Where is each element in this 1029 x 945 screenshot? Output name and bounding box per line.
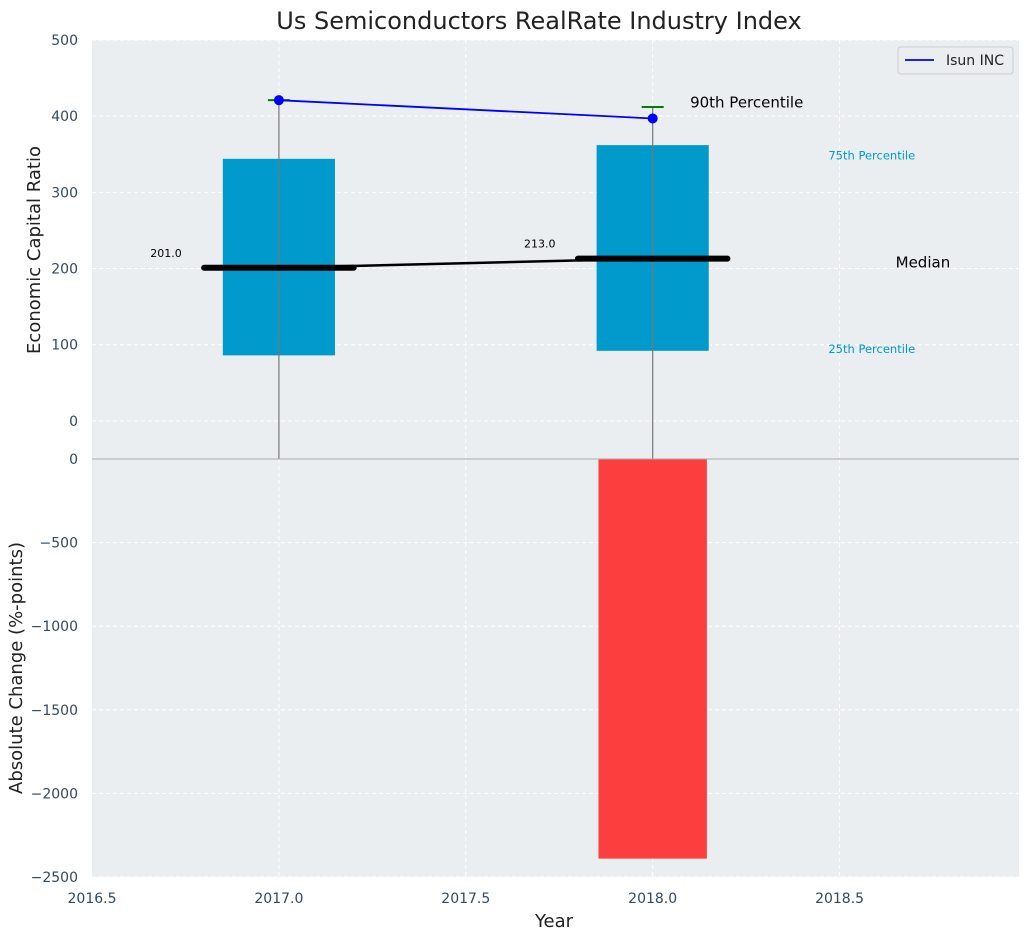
change-bar bbox=[598, 459, 707, 859]
x-tick-label: 2017.0 bbox=[254, 891, 303, 907]
annotation-label: 25th Percentile bbox=[828, 342, 915, 356]
x-tick-label: 2018.0 bbox=[628, 891, 677, 907]
bottom-y-tick-label: −2500 bbox=[31, 870, 78, 886]
legend-entry: Isun INC bbox=[946, 53, 1004, 69]
isun-point bbox=[647, 113, 658, 124]
annotation-label: Median bbox=[896, 253, 951, 271]
bottom-y-tick-label: −1500 bbox=[31, 703, 78, 719]
top-y-tick-label: 500 bbox=[51, 33, 78, 49]
annotation-label: 90th Percentile bbox=[690, 93, 803, 111]
chart-title: Us Semiconductors RealRate Industry Inde… bbox=[276, 7, 801, 35]
top-y-tick-label: 200 bbox=[51, 262, 78, 278]
isun-line bbox=[278, 99, 653, 120]
annotation-label: 75th Percentile bbox=[828, 148, 915, 162]
top-y-tick-label: 100 bbox=[51, 338, 78, 354]
legend: Isun INC bbox=[897, 46, 1014, 75]
top-y-axis-label: Economic Capital Ratio bbox=[24, 146, 45, 354]
bottom-y-tick-label: 0 bbox=[69, 452, 78, 468]
isun-point bbox=[273, 95, 284, 106]
top-y-tick-label: 0 bbox=[69, 414, 78, 430]
bottom-y-axis-label: Absolute Change (%-points) bbox=[6, 542, 27, 794]
top-y-tick-label: 400 bbox=[51, 109, 78, 125]
legend-box bbox=[897, 46, 1014, 75]
plot-backgrounds bbox=[92, 40, 1019, 877]
bottom-y-tick-label: −1000 bbox=[31, 619, 78, 635]
bottom-y-tick-label: −2000 bbox=[31, 786, 78, 802]
x-tick-label: 2016.5 bbox=[68, 891, 117, 907]
median-line bbox=[278, 257, 653, 270]
x-tick-label: 2017.5 bbox=[441, 891, 490, 907]
bottom-y-tick-label: −500 bbox=[40, 536, 78, 552]
median-value-label: 201.0 bbox=[150, 247, 182, 260]
median-value-label: 213.0 bbox=[524, 238, 556, 251]
top-y-tick-label: 300 bbox=[51, 185, 78, 201]
x-axis-label: Year bbox=[534, 911, 574, 932]
x-tick-label: 2018.5 bbox=[815, 891, 864, 907]
bottom-plot-area bbox=[92, 459, 1019, 877]
